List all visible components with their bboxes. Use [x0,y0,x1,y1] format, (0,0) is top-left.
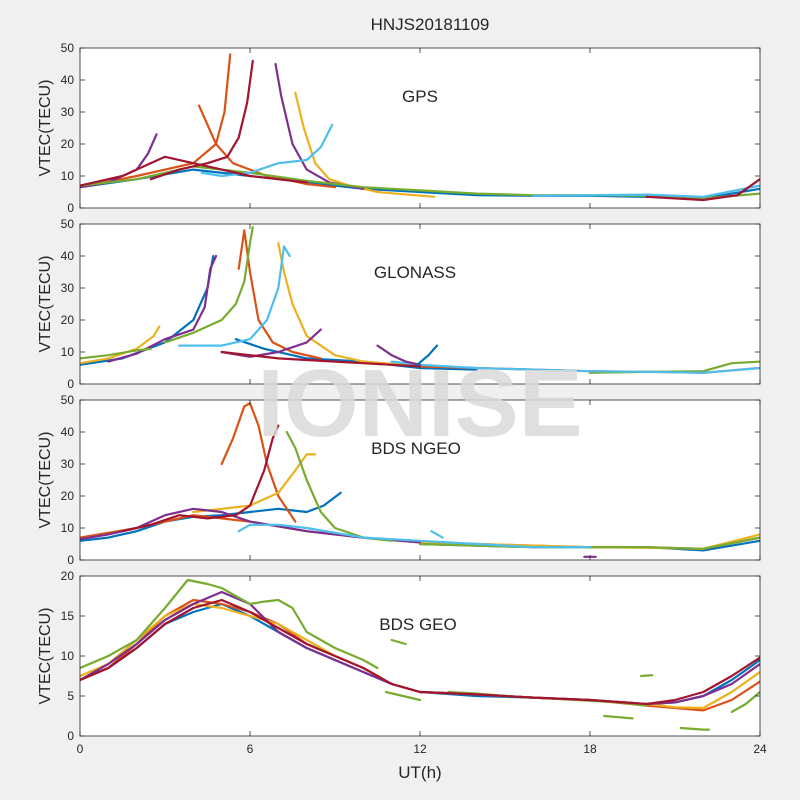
y-tick-label: 20 [61,569,75,583]
series-line-3 [220,402,297,523]
series-group [80,402,760,558]
series-line-16 [416,344,439,366]
series-line-8 [200,123,334,178]
series-line-2 [234,338,478,371]
series-line-14 [220,350,422,368]
y-tick-label: 20 [61,489,75,503]
y-tick-label: 0 [67,377,74,391]
x-tick-label: 6 [247,742,254,756]
series-line-9 [163,226,254,344]
plot-area [80,576,760,736]
y-tick-label: 50 [61,41,75,55]
series-line-5 [80,578,379,670]
y-tick-label: 30 [61,457,75,471]
y-tick-label: 10 [61,649,75,663]
y-tick-label: 5 [67,689,74,703]
series-line-5 [80,325,161,365]
y-tick-label: 10 [61,345,75,359]
panel-label: BDS NGEO [371,439,461,458]
x-tick-label: 24 [753,742,767,756]
series-line-15 [376,344,422,366]
x-axis-label: UT(h) [398,763,441,782]
chart-panel-3: 0 10 20 30 40 50 VTEC(TECU) BDS NGEO [37,393,761,567]
series-line-5 [192,453,317,514]
chart-panel-4: 0 5 10 15 20 0 6 12 18 24 VTEC(TECU) BDS GEO [37,569,767,756]
y-axis-label: VTEC(TECU) [37,256,54,353]
chart-panel-2: 0 10 20 30 40 50 VTEC(TECU) GLONASS [37,217,761,391]
series-group [80,53,760,202]
plot-area [80,224,760,384]
series-line-11 [237,523,592,549]
x-tick-label: 12 [413,742,427,756]
y-axis-label: VTEC(TECU) [37,80,54,177]
x-tick-label: 0 [77,742,84,756]
series-line-7 [384,690,422,702]
series-line-4 [294,91,436,198]
series-line-13 [80,598,760,706]
series-line-6 [390,638,407,646]
y-tick-label: 40 [61,73,75,87]
y-tick-label: 0 [67,729,74,743]
y-tick-label: 50 [61,393,75,407]
series-line-12 [645,178,760,202]
plot-area [80,48,760,208]
series-line-13 [234,424,280,517]
series-line-14 [121,514,237,533]
series-line-11 [80,155,308,187]
y-axis-label: VTEC(TECU) [37,432,54,529]
series-line-13 [390,360,760,374]
y-tick-label: 0 [67,201,74,215]
y-tick-label: 10 [61,169,75,183]
series-line-9 [603,714,634,720]
series-line-10 [639,674,654,678]
series-group [80,578,760,731]
y-tick-label: 50 [61,217,75,231]
series-line-12 [430,530,444,539]
y-tick-label: 40 [61,425,75,439]
panel-label: BDS GEO [379,615,456,634]
panel-label: GPS [402,87,438,106]
series-line-10 [80,347,152,360]
figure-title: HNJS20181109 [371,15,490,34]
y-axis-label: VTEC(TECU) [37,608,54,705]
y-tick-label: 20 [61,137,75,151]
series-line-2 [197,104,337,189]
y-tick-label: 40 [61,249,75,263]
series-line-1 [80,491,342,542]
series-line-7 [107,254,218,363]
series-line-4 [80,590,760,706]
y-tick-label: 20 [61,313,75,327]
y-tick-label: 30 [61,105,75,119]
watermark: IONISE [257,350,582,457]
series-line-12 [178,245,291,347]
series-line-6 [277,242,422,368]
y-tick-label: 15 [61,609,75,623]
x-tick-label: 18 [583,742,597,756]
y-tick-label: 0 [67,553,74,567]
panel-label: GLONASS [374,263,456,282]
y-tick-label: 10 [61,521,75,535]
series-line-3 [80,53,232,189]
chart-panel-1: 0 10 20 30 40 50 VTEC(TECU) GPS [37,41,761,215]
series-group [80,226,760,374]
series-line-9 [532,184,760,198]
series-line-10 [149,59,254,181]
y-tick-label: 30 [61,281,75,295]
series-line-3 [237,229,322,360]
series-line-11 [679,726,711,731]
plot-area [80,400,760,560]
